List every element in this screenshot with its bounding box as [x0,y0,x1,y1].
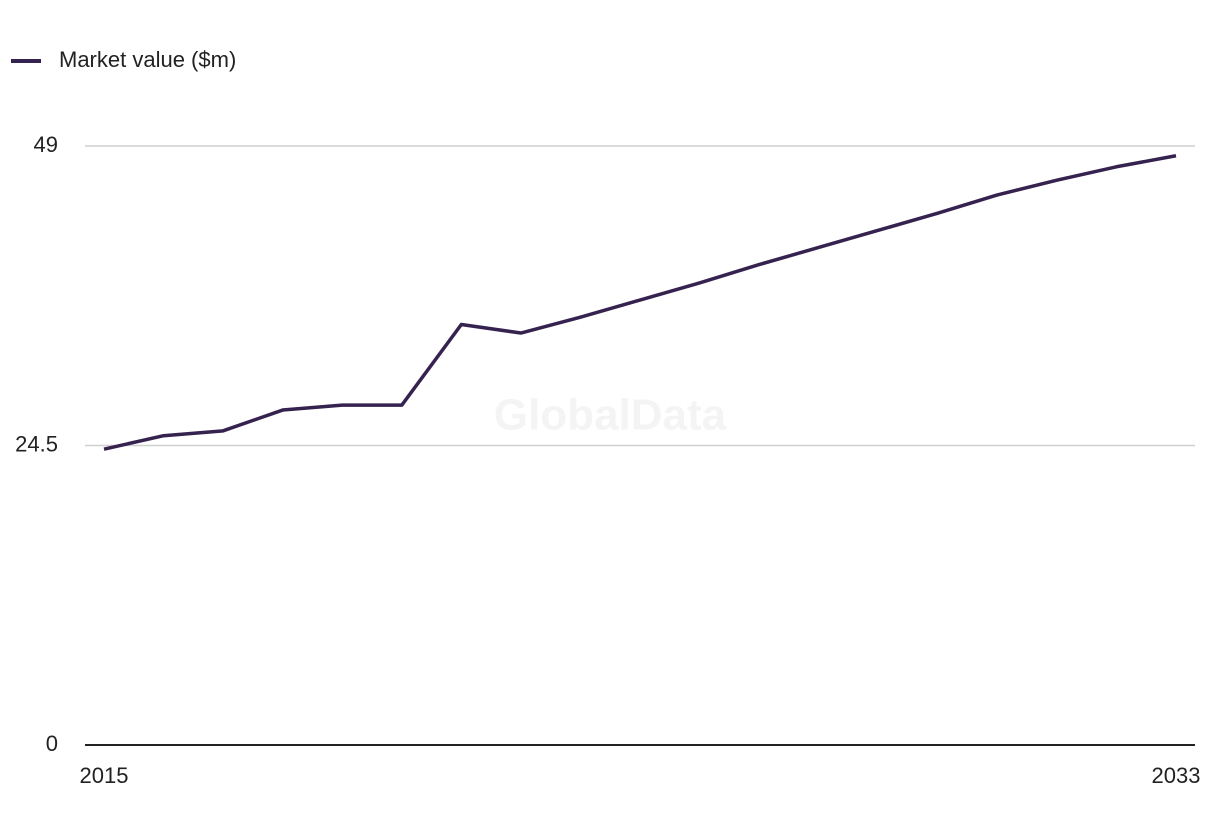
y-tick-label: 24.5 [15,431,58,456]
x-tick-label: 2033 [1152,763,1201,788]
y-tick-label: 0 [46,731,58,756]
x-tick-label: 2015 [80,763,129,788]
series-line [103,154,1177,451]
legend-label: Market value ($m) [59,47,236,72]
watermark: GlobalData [494,391,727,440]
y-tick-label: 49 [34,132,58,157]
